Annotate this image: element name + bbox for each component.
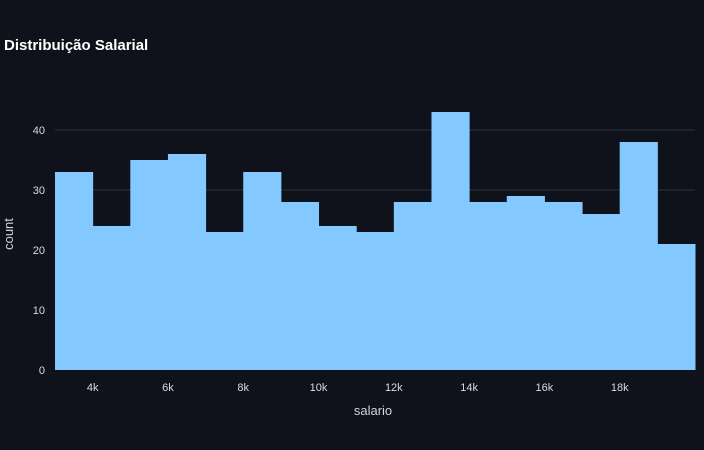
x-axis-title: salario bbox=[354, 403, 392, 418]
y-axis-title: count bbox=[1, 218, 16, 250]
histogram-bar[interactable] bbox=[92, 226, 131, 370]
histogram-bar[interactable] bbox=[657, 244, 696, 370]
histogram-bar[interactable] bbox=[356, 232, 395, 370]
x-tick-label: 8k bbox=[237, 382, 249, 394]
y-tick-label: 40 bbox=[33, 125, 45, 137]
y-tick-label: 10 bbox=[33, 305, 45, 317]
histogram-bar[interactable] bbox=[469, 202, 508, 370]
histogram-bar[interactable] bbox=[619, 142, 658, 370]
bar-layer bbox=[55, 112, 696, 370]
histogram-bar[interactable] bbox=[431, 112, 470, 370]
x-tick-label: 16k bbox=[536, 382, 554, 394]
histogram-bar[interactable] bbox=[130, 160, 169, 370]
histogram-bar[interactable] bbox=[205, 232, 244, 370]
y-tick-label: 0 bbox=[39, 365, 45, 377]
x-tick-label: 6k bbox=[162, 382, 174, 394]
chart-title: Distribuição Salarial bbox=[4, 37, 148, 54]
histogram-bar[interactable] bbox=[544, 202, 583, 370]
x-tick-label: 12k bbox=[385, 382, 403, 394]
x-tick-layer: 4k 6k 8k 10k 12k 14k 16k 18k bbox=[87, 382, 629, 394]
y-tick-label: 30 bbox=[33, 185, 45, 197]
x-tick-label: 4k bbox=[87, 382, 99, 394]
y-tick-label: 20 bbox=[33, 245, 45, 257]
histogram-bar[interactable] bbox=[582, 214, 621, 370]
x-tick-label: 18k bbox=[611, 382, 629, 394]
x-tick-label: 14k bbox=[460, 382, 478, 394]
histogram-bar[interactable] bbox=[55, 172, 94, 370]
y-tick-layer: 0 10 20 30 40 bbox=[33, 125, 45, 377]
histogram-bar[interactable] bbox=[243, 172, 282, 370]
histogram-bar[interactable] bbox=[393, 202, 432, 370]
x-tick-label: 10k bbox=[310, 382, 328, 394]
histogram-bar[interactable] bbox=[318, 226, 357, 370]
histogram-bar[interactable] bbox=[506, 196, 545, 370]
histogram-bar[interactable] bbox=[167, 154, 207, 370]
histogram-bar[interactable] bbox=[280, 202, 320, 370]
